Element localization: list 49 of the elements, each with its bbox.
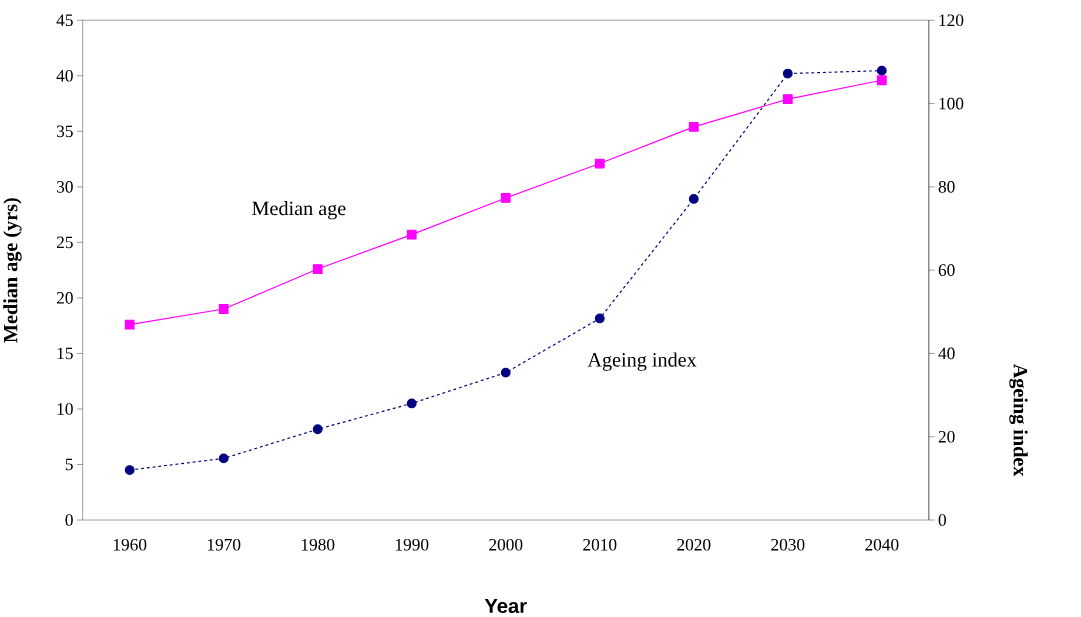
point [876, 75, 887, 85]
point [594, 158, 605, 169]
point [124, 319, 135, 330]
x-tick-label: 2000 [489, 538, 523, 551]
y-tick-label: 35 [57, 125, 73, 137]
x-tick-label: 2010 [583, 538, 617, 551]
point [312, 424, 323, 434]
point [218, 303, 229, 314]
point [782, 93, 793, 104]
y-tick-label: 0 [65, 513, 73, 526]
point [782, 68, 793, 79]
x-tick-label: 2020 [677, 538, 711, 551]
point [500, 367, 511, 378]
y2-tick-label: 40 [938, 347, 955, 360]
y2-tick-label: 100 [939, 97, 964, 110]
point [876, 65, 887, 76]
y2-tick-label: 60 [938, 264, 955, 276]
point [688, 121, 699, 132]
y-tick-label: 45 [56, 14, 73, 26]
x-axis-title: Year [484, 598, 527, 613]
y-tick-label: 40 [56, 69, 73, 82]
point [124, 464, 135, 475]
y2-tick-label: 120 [939, 14, 964, 26]
series-label: Ageing index [587, 352, 697, 371]
point [312, 263, 323, 274]
point [500, 192, 511, 203]
y2-tick-label: 0 [938, 513, 946, 526]
y-axis-title: Median age (yrs) [3, 197, 22, 343]
x-tick-label: 1990 [395, 538, 429, 551]
y2-axis-title: Ageing index [1009, 363, 1028, 477]
x-tick-label: 1970 [207, 538, 241, 551]
y-tick-label: 5 [65, 458, 73, 471]
x-tick-label: 2030 [771, 538, 805, 551]
point [406, 229, 417, 240]
y-tick-label: 30 [57, 180, 73, 193]
y2-tick-label: 20 [938, 430, 955, 443]
x-tick-label: 1980 [301, 538, 335, 551]
y-tick-label: 10 [57, 402, 73, 415]
point [688, 193, 699, 204]
x-tick-label: 2040 [865, 538, 899, 551]
x-tick-label: 1960 [113, 538, 147, 551]
y2-tick-label: 80 [938, 180, 955, 193]
point [594, 313, 605, 324]
series-label: Median age [252, 200, 346, 220]
y-tick-label: 15 [57, 347, 73, 359]
y-tick-label: 20 [56, 291, 73, 304]
y-tick-label: 25 [56, 236, 73, 248]
point [406, 398, 417, 409]
point [218, 453, 229, 464]
